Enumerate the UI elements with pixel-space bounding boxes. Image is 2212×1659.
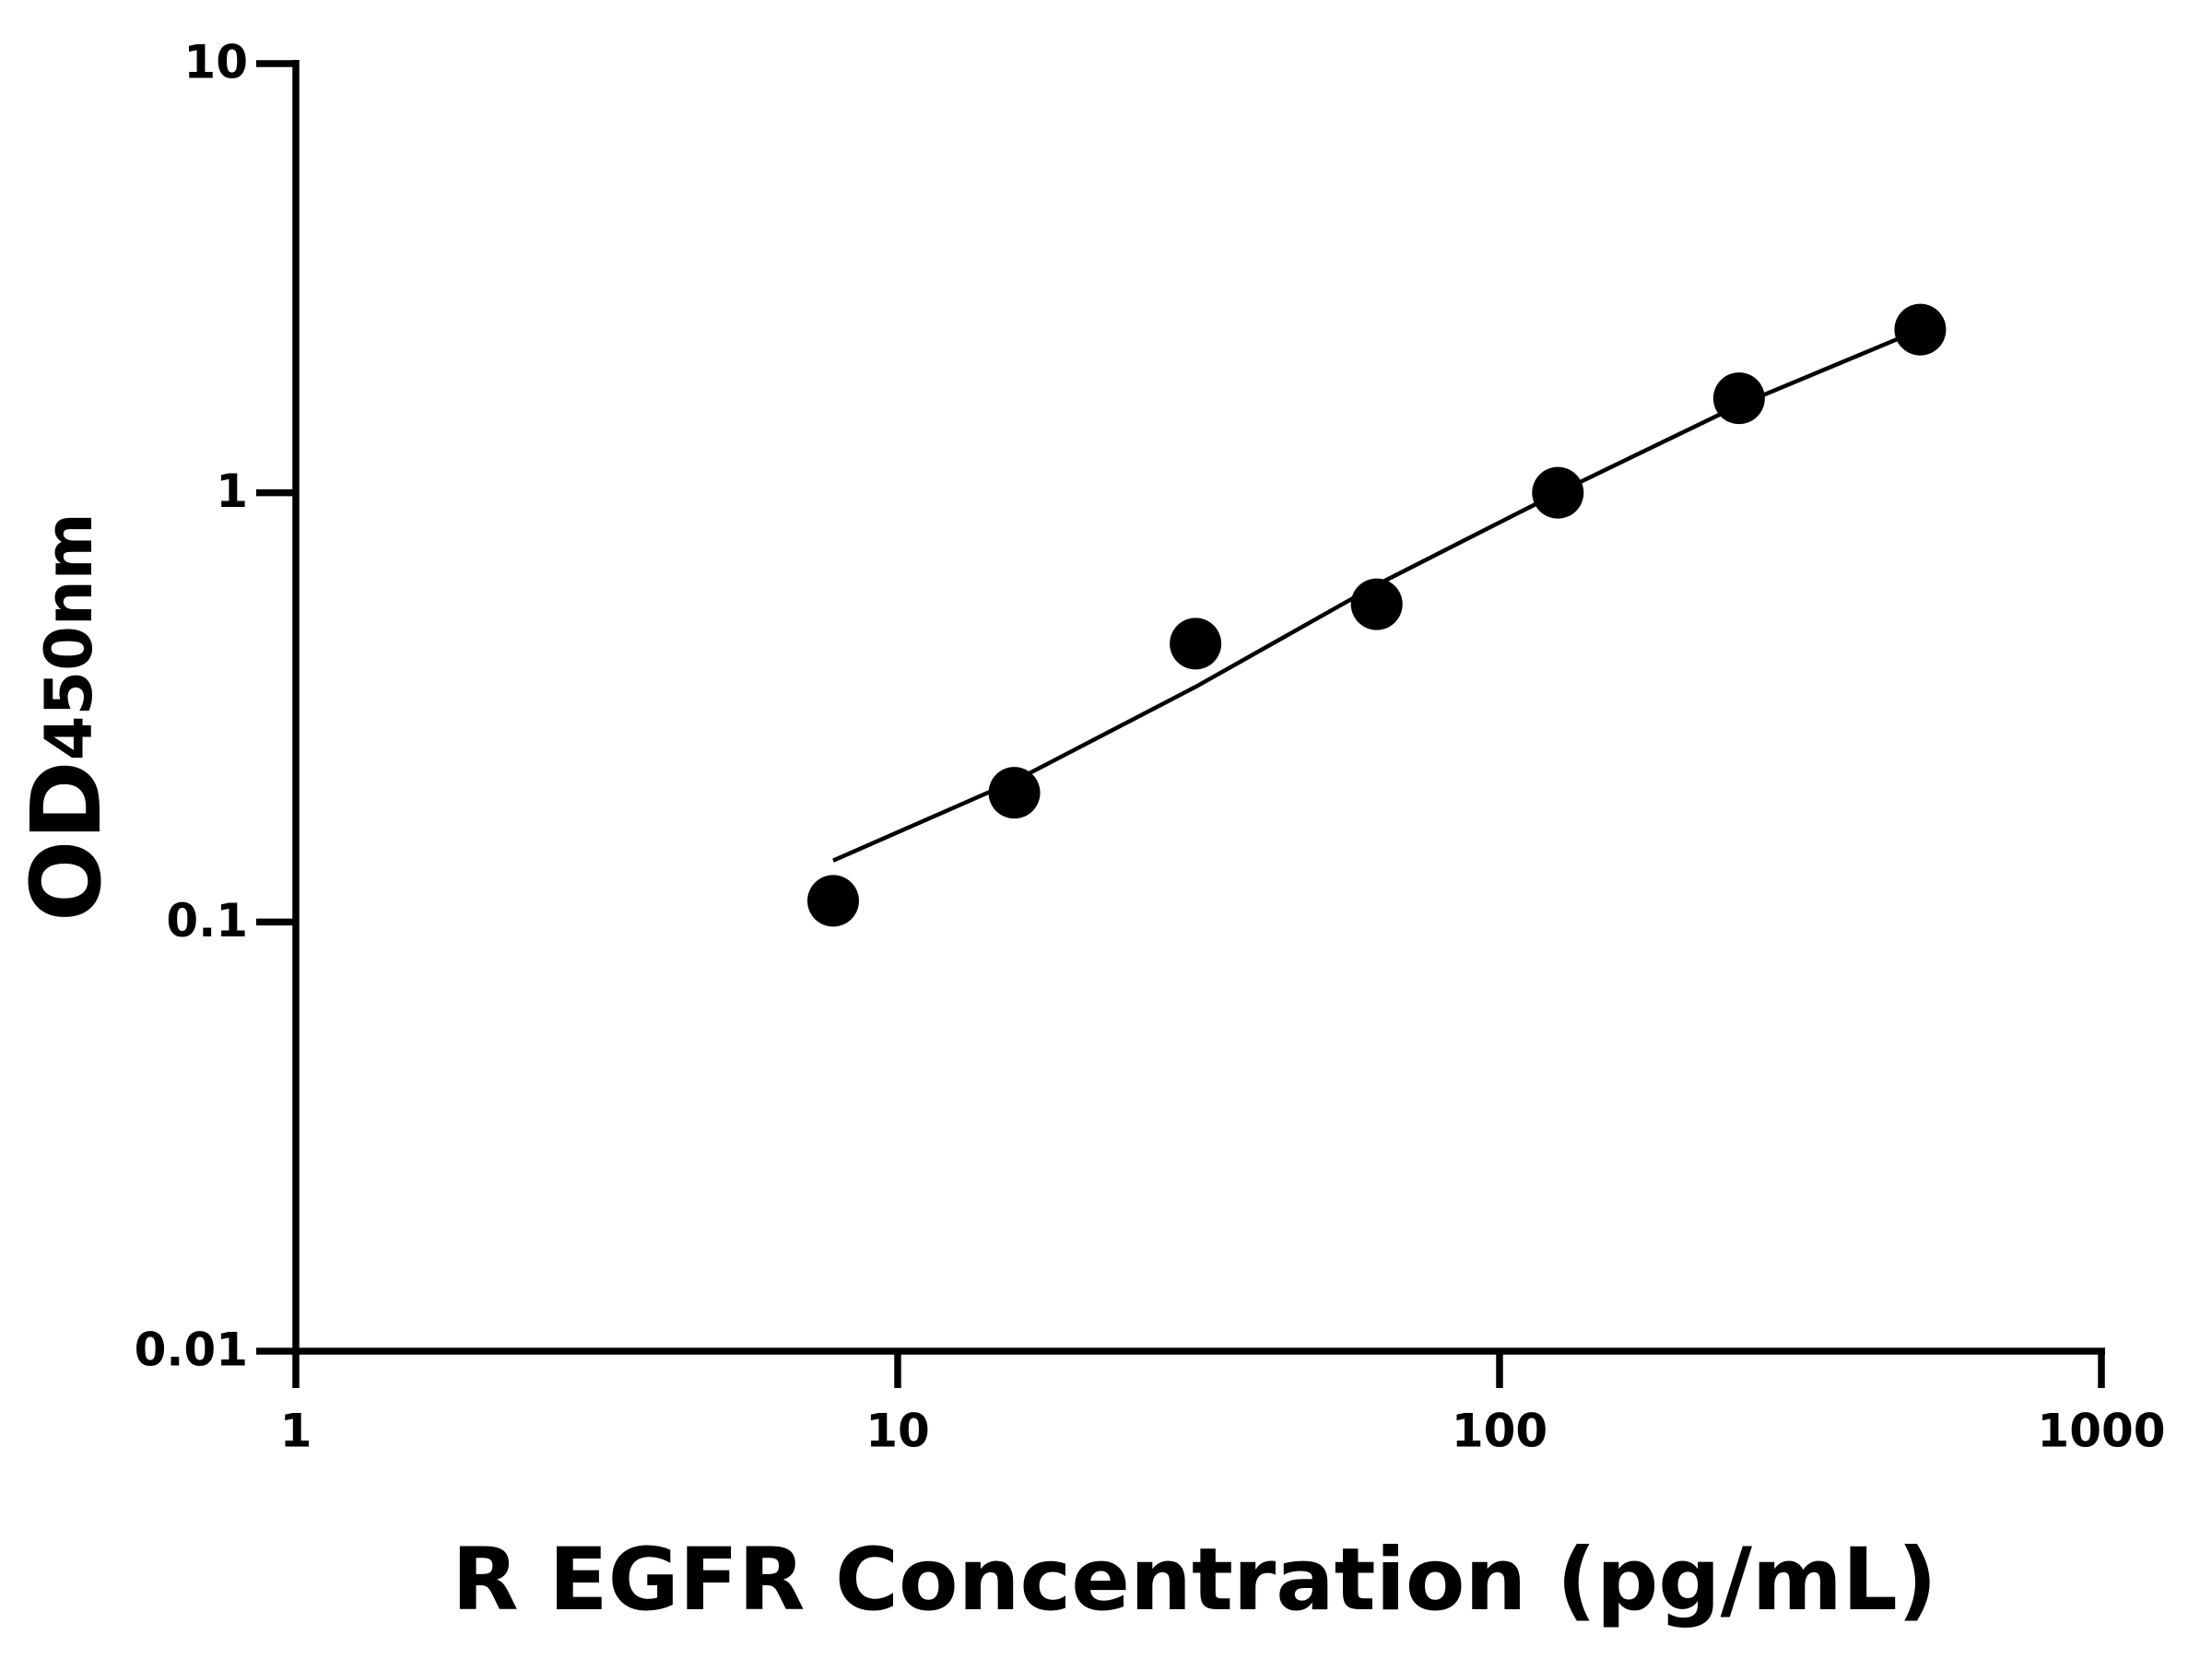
x-tick-label: 1 [280,1405,312,1458]
data-point [1712,372,1765,425]
data-point [806,875,859,927]
y-tick-label: 0.01 [135,1324,248,1377]
data-point [1170,618,1222,670]
data-point [1532,466,1584,519]
data-point [988,767,1041,819]
y-tick-label: 10 [183,36,248,89]
y-axis-label-sub: 450nm [31,512,107,760]
data-point [1894,303,1947,356]
y-tick-label: 1 [216,465,248,518]
x-tick-label: 10 [865,1405,930,1458]
x-tick-label: 100 [1452,1405,1547,1458]
y-axis-label-main: OD [10,760,123,922]
y-tick-label: 0.1 [166,894,248,947]
x-axis-label: R EGFR Concentration (pg/mL) [452,1530,1936,1630]
x-tick-label: 1000 [2037,1405,2165,1458]
y-axis-label: OD450nm [10,512,123,922]
data-point [1350,578,1403,630]
